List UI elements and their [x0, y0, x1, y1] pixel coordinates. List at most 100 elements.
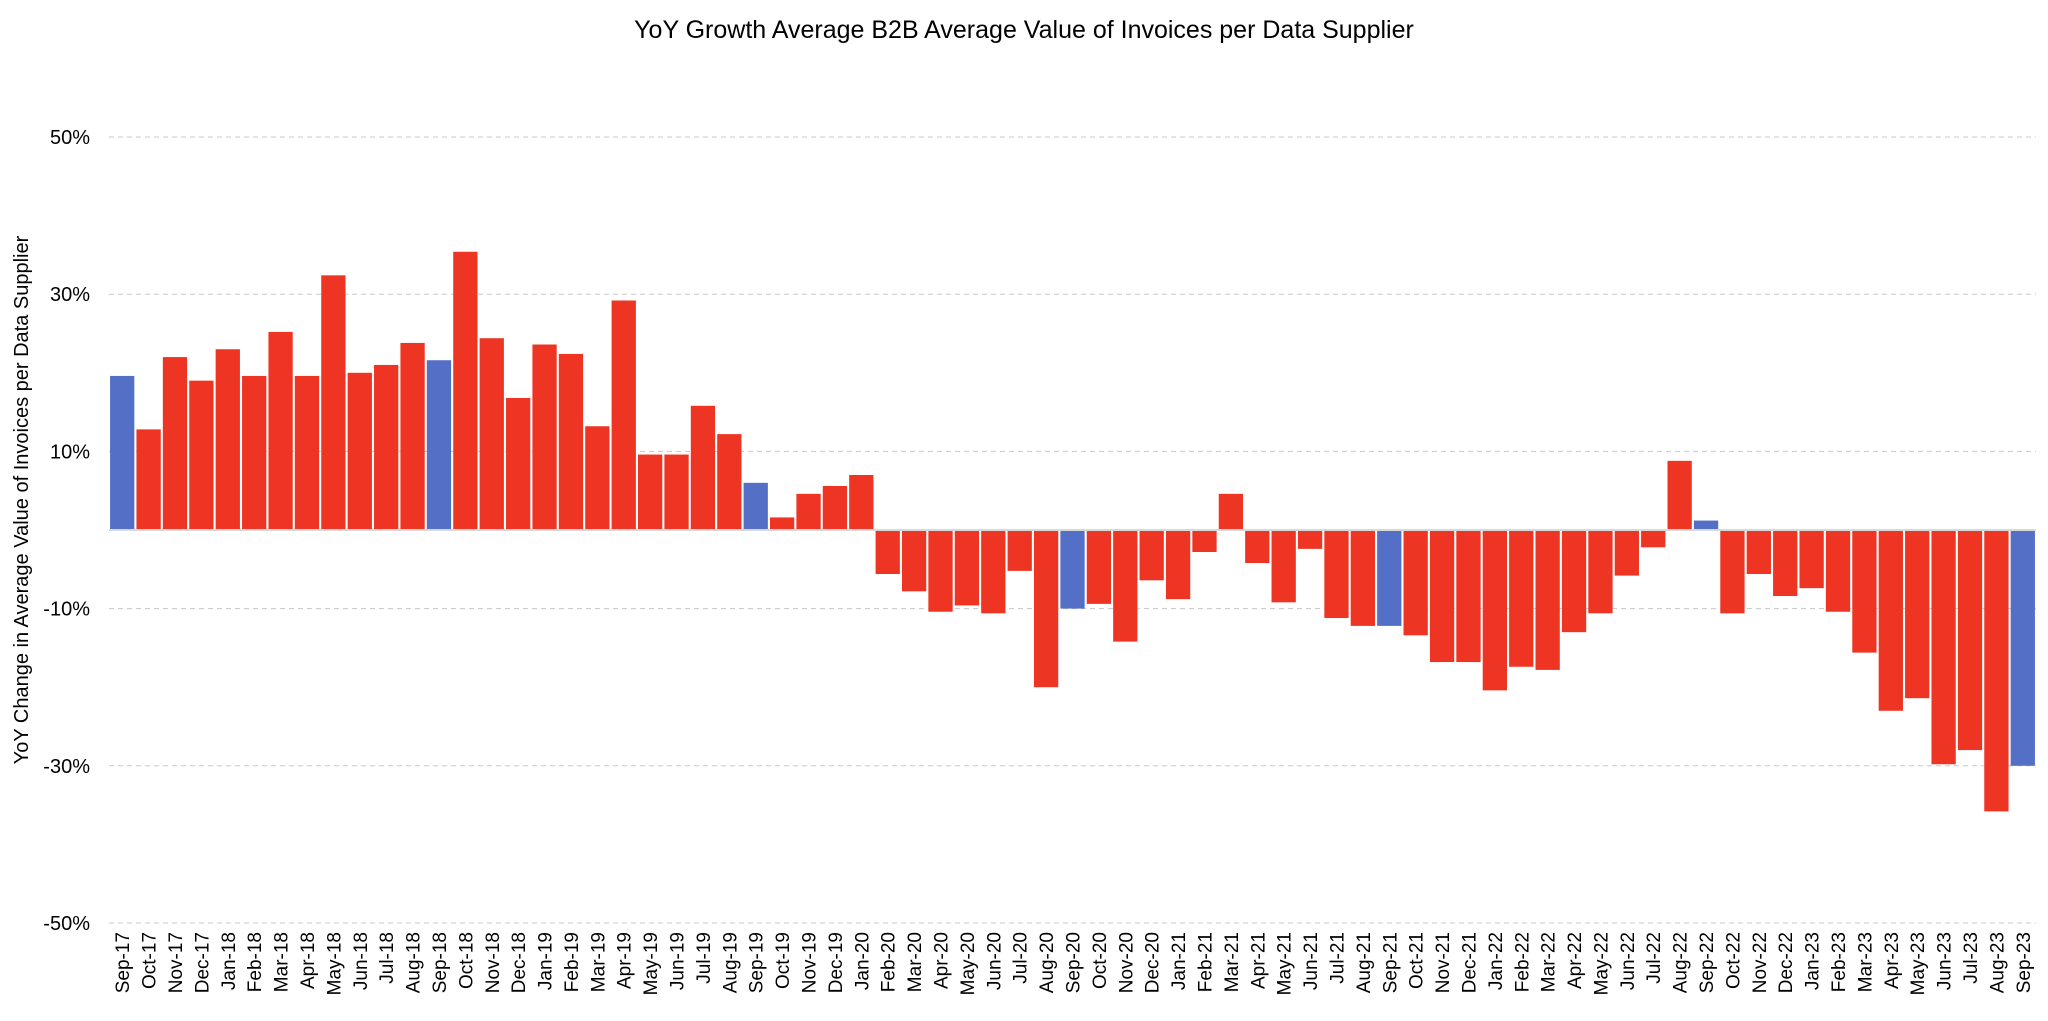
y-axis-label: YoY Change in Average Value of Invoices … [11, 235, 33, 764]
bar [1614, 530, 1639, 576]
x-tick-label: Apr-18 [298, 932, 319, 989]
bar [1799, 530, 1824, 589]
x-tick-label: Oct-18 [456, 932, 477, 989]
x-tick-label: Sep-18 [430, 932, 451, 993]
bar [1878, 530, 1903, 711]
bar [1509, 530, 1534, 667]
bar [321, 275, 346, 530]
bar [558, 353, 584, 530]
bar [1535, 530, 1560, 670]
x-tick-label: May-23 [1908, 932, 1929, 995]
x-tick-label: Jul-19 [694, 932, 715, 984]
x-tick-label: Jul-21 [1327, 932, 1348, 984]
x-tick-label: Sep-23 [2014, 932, 2035, 993]
x-tick-label: Mar-19 [588, 932, 609, 992]
x-tick-label: Jul-22 [1644, 932, 1665, 984]
x-tick-label: Apr-21 [1248, 932, 1269, 989]
bar [796, 493, 821, 530]
x-tick-label: Sep-21 [1380, 932, 1401, 993]
bar [611, 300, 636, 530]
bar [532, 344, 557, 530]
x-tick-label: Oct-19 [773, 932, 794, 989]
bar [690, 405, 716, 530]
bar [1429, 530, 1455, 663]
bar [215, 349, 240, 530]
bar [2010, 530, 2035, 766]
x-tick-label: Oct-17 [140, 932, 161, 989]
x-tick-label: Jul-20 [1011, 932, 1032, 984]
y-tick-label: 10% [50, 441, 90, 463]
bar [717, 434, 742, 530]
bar [1693, 520, 1719, 530]
bar [1297, 530, 1323, 549]
x-tick-label: Dec-19 [826, 932, 847, 993]
bar [1350, 530, 1376, 626]
x-tick-label: Jan-20 [852, 932, 873, 990]
bar [1984, 530, 2009, 812]
bar [162, 357, 188, 530]
x-tick-label: Jun-19 [668, 932, 689, 990]
bar [400, 342, 425, 530]
x-tick-label: Aug-19 [720, 932, 741, 993]
x-tick-label: Jan-21 [1169, 932, 1190, 990]
x-tick-label: Apr-19 [615, 932, 636, 989]
bar [1113, 530, 1138, 642]
x-tick-label: Nov-19 [800, 932, 821, 993]
x-tick-label: Feb-23 [1829, 932, 1850, 992]
y-tick-label: -10% [43, 599, 90, 621]
x-tick-label: Sep-22 [1697, 932, 1718, 993]
x-tick-label: Apr-23 [1882, 932, 1903, 989]
x-tick-label: Oct-22 [1723, 932, 1744, 989]
x-tick-label: Nov-18 [483, 932, 504, 993]
bar [1139, 530, 1164, 581]
x-tick-label: Mar-22 [1539, 932, 1560, 992]
x-tick-label: Feb-19 [562, 932, 583, 992]
x-tick-label: Jul-18 [377, 932, 398, 984]
y-axis-ticks: 50% 30% 10% -10% -30% -50% [43, 127, 90, 935]
x-tick-label: Jun-21 [1301, 932, 1322, 990]
x-tick-label: Apr-20 [932, 932, 953, 989]
x-tick-label: Nov-20 [1116, 932, 1137, 993]
x-axis-ticks: Sep-17 Oct-17 Nov-17 Dec-17 Jan-18 Feb-18 Mar-… [113, 932, 2035, 995]
bar [954, 530, 980, 606]
x-tick-label: Jan-22 [1486, 932, 1507, 990]
bar [1271, 530, 1296, 603]
chart-title: YoY Growth Average B2B Average Value of … [634, 16, 1414, 44]
x-tick-label: Nov-21 [1433, 932, 1454, 993]
x-tick-label: Feb-20 [879, 932, 900, 992]
bar [189, 380, 214, 530]
x-tick-label: May-19 [641, 932, 662, 995]
x-tick-label: Aug-20 [1037, 932, 1058, 993]
x-tick-label: Jan-19 [536, 932, 557, 990]
x-tick-label: Dec-21 [1459, 932, 1480, 993]
bar [136, 429, 161, 530]
bars [110, 251, 2035, 812]
bar [1218, 493, 1244, 530]
x-tick-label: Jun-20 [984, 932, 1005, 990]
bar [1033, 530, 1059, 688]
y-tick-label: 30% [50, 284, 90, 306]
x-tick-label: Aug-21 [1354, 932, 1375, 993]
x-tick-label: Feb-22 [1512, 932, 1533, 992]
bar [453, 251, 478, 531]
x-tick-label: Oct-20 [1090, 932, 1111, 989]
x-tick-label: May-22 [1591, 932, 1612, 995]
bar [1905, 530, 1930, 699]
bar [1561, 530, 1587, 633]
bar [1377, 530, 1402, 626]
x-tick-label: Jul-23 [1961, 932, 1982, 984]
y-tick-label: -30% [43, 756, 90, 778]
bar [981, 530, 1006, 614]
x-tick-label: Jan-23 [1803, 932, 1824, 990]
x-tick-label: Mar-21 [1222, 932, 1243, 992]
bar [1588, 530, 1613, 614]
x-tick-label: Dec-18 [509, 932, 530, 993]
x-tick-label: May-18 [324, 932, 345, 995]
x-tick-label: Apr-22 [1565, 932, 1586, 989]
bar [1957, 530, 1983, 751]
x-tick-label: Dec-22 [1776, 932, 1797, 993]
bar [664, 454, 689, 530]
bar [1086, 530, 1112, 604]
bar [1192, 530, 1217, 553]
bar [1746, 530, 1771, 575]
